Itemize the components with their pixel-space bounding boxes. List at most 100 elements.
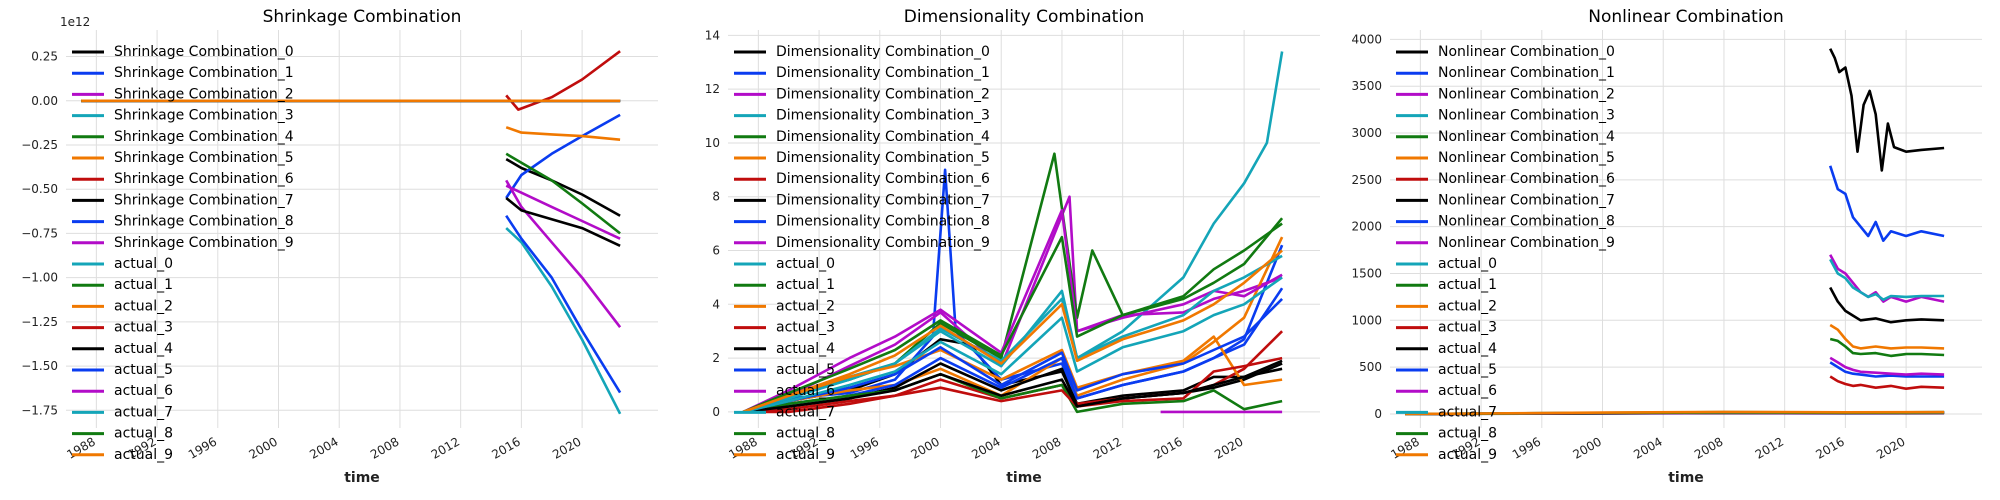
legend-prefix: Shrinkage Combination	[114, 150, 278, 166]
legend-suffix: _1	[277, 65, 294, 81]
series-line-8	[505, 214, 622, 394]
legend-entry: actual_3	[1438, 320, 1497, 336]
legend-prefix: Dimensionality Combination	[776, 235, 974, 251]
series-lines	[1405, 48, 1945, 416]
legend-entry: Shrinkage Combination_4	[114, 129, 294, 145]
legend-suffix: _0	[277, 44, 294, 60]
legend-entry: actual_6	[114, 383, 173, 399]
x-tick-label: 1996	[848, 434, 881, 461]
x-tick-label: 2004	[307, 434, 340, 461]
x-tick-label: 2020	[1874, 434, 1907, 461]
y-tick-label: 0.00	[31, 94, 58, 108]
series-lines	[81, 50, 622, 415]
legend-suffix: _2	[277, 86, 294, 102]
legend-suffix: _8	[973, 214, 990, 230]
y-tick-label: 1000	[1351, 313, 1382, 327]
legend-suffix: _9	[277, 235, 294, 251]
y-tick-label: 2	[712, 351, 720, 365]
series-line-15	[742, 297, 1284, 414]
y-tick-label: 0	[1374, 407, 1382, 421]
series-line-5	[505, 126, 621, 141]
legend-suffix: _5	[277, 150, 294, 166]
legend-suffix: _3	[1598, 108, 1615, 124]
legend-entry: actual_9	[776, 447, 835, 463]
legend-suffix: _3	[277, 108, 294, 124]
legend-suffix: _9	[973, 235, 990, 251]
legend-prefix: Nonlinear Combination	[1438, 86, 1599, 102]
x-tick-label: 2012	[429, 434, 462, 461]
x-axis-label: time	[1668, 470, 1704, 486]
x-tick-label: 2008	[368, 434, 401, 461]
legend-entry: Dimensionality Combination_5	[776, 150, 990, 166]
x-tick-label: 2000	[247, 434, 280, 461]
legend-suffix: _8	[277, 214, 294, 230]
legend-suffix: _6	[277, 171, 294, 187]
y-tick-label: −1.50	[21, 359, 58, 373]
y-tick-label: 500	[1359, 360, 1382, 374]
legend-prefix: Dimensionality Combination	[776, 150, 974, 166]
legend-prefix: Shrinkage Combination	[114, 192, 278, 208]
legend-entry: Dimensionality Combination_7	[776, 192, 990, 208]
legend-prefix: Dimensionality Combination	[776, 171, 974, 187]
legend-entry: actual_2	[776, 298, 835, 314]
series-line-10	[742, 254, 1283, 414]
y-tick-label: −1.00	[21, 271, 58, 285]
series-line-19	[1405, 410, 1945, 416]
legend-entry: Dimensionality Combination_9	[776, 235, 990, 251]
legend-entry: actual_9	[114, 447, 173, 463]
legend-prefix: Nonlinear Combination	[1438, 44, 1599, 60]
y-tick-label: 14	[705, 28, 720, 42]
legend-entry: actual_8	[776, 426, 835, 442]
legend-entry: Nonlinear Combination_8	[1438, 214, 1615, 230]
legend-prefix: Dimensionality Combination	[776, 86, 974, 102]
y-tick-label: 2000	[1351, 220, 1382, 234]
legend-entry: actual_0	[776, 256, 835, 272]
series-line-8	[1829, 361, 1945, 378]
legend-entry: Nonlinear Combination_2	[1438, 86, 1615, 102]
legend-prefix: Nonlinear Combination	[1438, 108, 1599, 124]
legend-entry: actual_0	[1438, 256, 1497, 272]
legend-suffix: _5	[1598, 150, 1615, 166]
series-line-6	[505, 50, 621, 111]
legend-prefix: Dimensionality Combination	[776, 108, 974, 124]
x-axis-label: time	[1006, 470, 1042, 486]
legend-prefix: Shrinkage Combination	[114, 235, 278, 251]
x-tick-label: 2004	[1631, 434, 1664, 461]
legend-prefix: Shrinkage Combination	[114, 108, 278, 124]
legend-entry: actual_6	[776, 383, 835, 399]
series-line-1	[1828, 165, 1945, 242]
legend-entry: actual_9	[1438, 447, 1497, 463]
y-tick-label: 1500	[1351, 266, 1382, 280]
legend-entry: Shrinkage Combination_5	[114, 150, 294, 166]
legend-entry: actual_7	[1438, 404, 1497, 420]
legend-entry: actual_1	[114, 277, 173, 293]
y-tick-label: 4	[712, 297, 720, 311]
legend-entry: actual_5	[114, 362, 173, 378]
x-tick-label: 1988	[64, 434, 97, 461]
y-tick-label: 0.25	[31, 50, 58, 64]
legend-suffix: _4	[1598, 129, 1615, 145]
legend-entry: Dimensionality Combination_0	[776, 44, 990, 60]
x-tick-label: 2016	[489, 434, 522, 461]
legend-entry: Shrinkage Combination_3	[114, 108, 294, 124]
x-tick-label: 2008	[1030, 434, 1063, 461]
legend-entry: actual_1	[1438, 277, 1497, 293]
y-tick-label: −1.25	[21, 315, 58, 329]
legend-suffix: _1	[1598, 65, 1615, 81]
legend-suffix: _7	[277, 192, 294, 208]
legend: Dimensionality Combination_0 Dimensionali…	[734, 44, 990, 463]
legend-entry: Dimensionality Combination_2	[776, 86, 990, 102]
y-tick-label: 2500	[1351, 173, 1382, 187]
series-line-19	[742, 249, 1283, 414]
legend-prefix: Dimensionality Combination	[776, 65, 974, 81]
series-line-7	[505, 196, 621, 247]
legend-suffix: _0	[1598, 44, 1615, 60]
legend-entry: Nonlinear Combination_7	[1438, 192, 1615, 208]
x-tick-label: 2008	[1692, 434, 1725, 461]
x-tick-label: 2000	[909, 434, 942, 461]
x-tick-label: 1996	[186, 434, 219, 461]
legend-prefix: Nonlinear Combination	[1438, 171, 1599, 187]
legend-suffix: _3	[973, 108, 990, 124]
series-line-2	[1829, 254, 1945, 303]
